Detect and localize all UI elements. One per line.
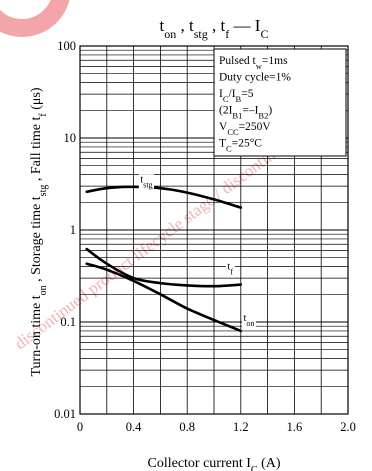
series-line-t-on bbox=[85, 262, 243, 333]
series-label-t-f: tf bbox=[227, 262, 233, 277]
x-tick-label: 2.0 bbox=[340, 420, 356, 434]
series-label-t-on: ton bbox=[243, 313, 254, 328]
x-tick-label: 0.8 bbox=[179, 420, 195, 434]
series-label-t-stg: tstg bbox=[140, 174, 152, 189]
x-tick-label: 1.6 bbox=[287, 420, 303, 434]
condition-line: (2IB1=–IB2) bbox=[219, 105, 272, 121]
chart-title: ton , tstg , tf — IC bbox=[160, 16, 269, 41]
condition-line: Duty cycle=1% bbox=[219, 72, 291, 84]
tick-labels: 0 0.4 0.8 1.2 1.6 2.0 0.01 0.1 1 10 100 bbox=[54, 39, 356, 434]
y-axis-label: Turn-on time ton , Storage time tstg , F… bbox=[29, 87, 49, 376]
condition-line: TC=25°C bbox=[219, 138, 262, 154]
watermark-logo bbox=[0, 0, 70, 37]
condition-line: IC/IB=5 bbox=[219, 88, 254, 104]
x-tick-label: 1.2 bbox=[233, 420, 249, 434]
series-line-t-f bbox=[85, 247, 243, 288]
series-label-background bbox=[225, 261, 235, 277]
plot-frame bbox=[79, 45, 349, 415]
series-line-t-stg bbox=[85, 185, 243, 209]
conditions-box-frame bbox=[213, 48, 347, 157]
series-layer: tstg tf ton bbox=[85, 174, 256, 333]
series-label-background bbox=[241, 312, 256, 328]
x-axis-label: Collector current IC (A) bbox=[147, 456, 280, 471]
series-label-background bbox=[138, 174, 155, 189]
condition-line: VCC=250V bbox=[219, 121, 271, 137]
y-tick-label: 100 bbox=[57, 39, 76, 53]
y-tick-label: 0.1 bbox=[60, 315, 76, 329]
x-tick-label: 0 bbox=[77, 420, 83, 434]
y-tick-label: 10 bbox=[64, 131, 77, 145]
x-tick-label: 0.4 bbox=[126, 420, 142, 434]
y-tick-label: 1 bbox=[70, 223, 76, 237]
condition-line: Pulsed tw=1ms bbox=[219, 55, 288, 71]
y-tick-label: 0.01 bbox=[54, 407, 76, 421]
